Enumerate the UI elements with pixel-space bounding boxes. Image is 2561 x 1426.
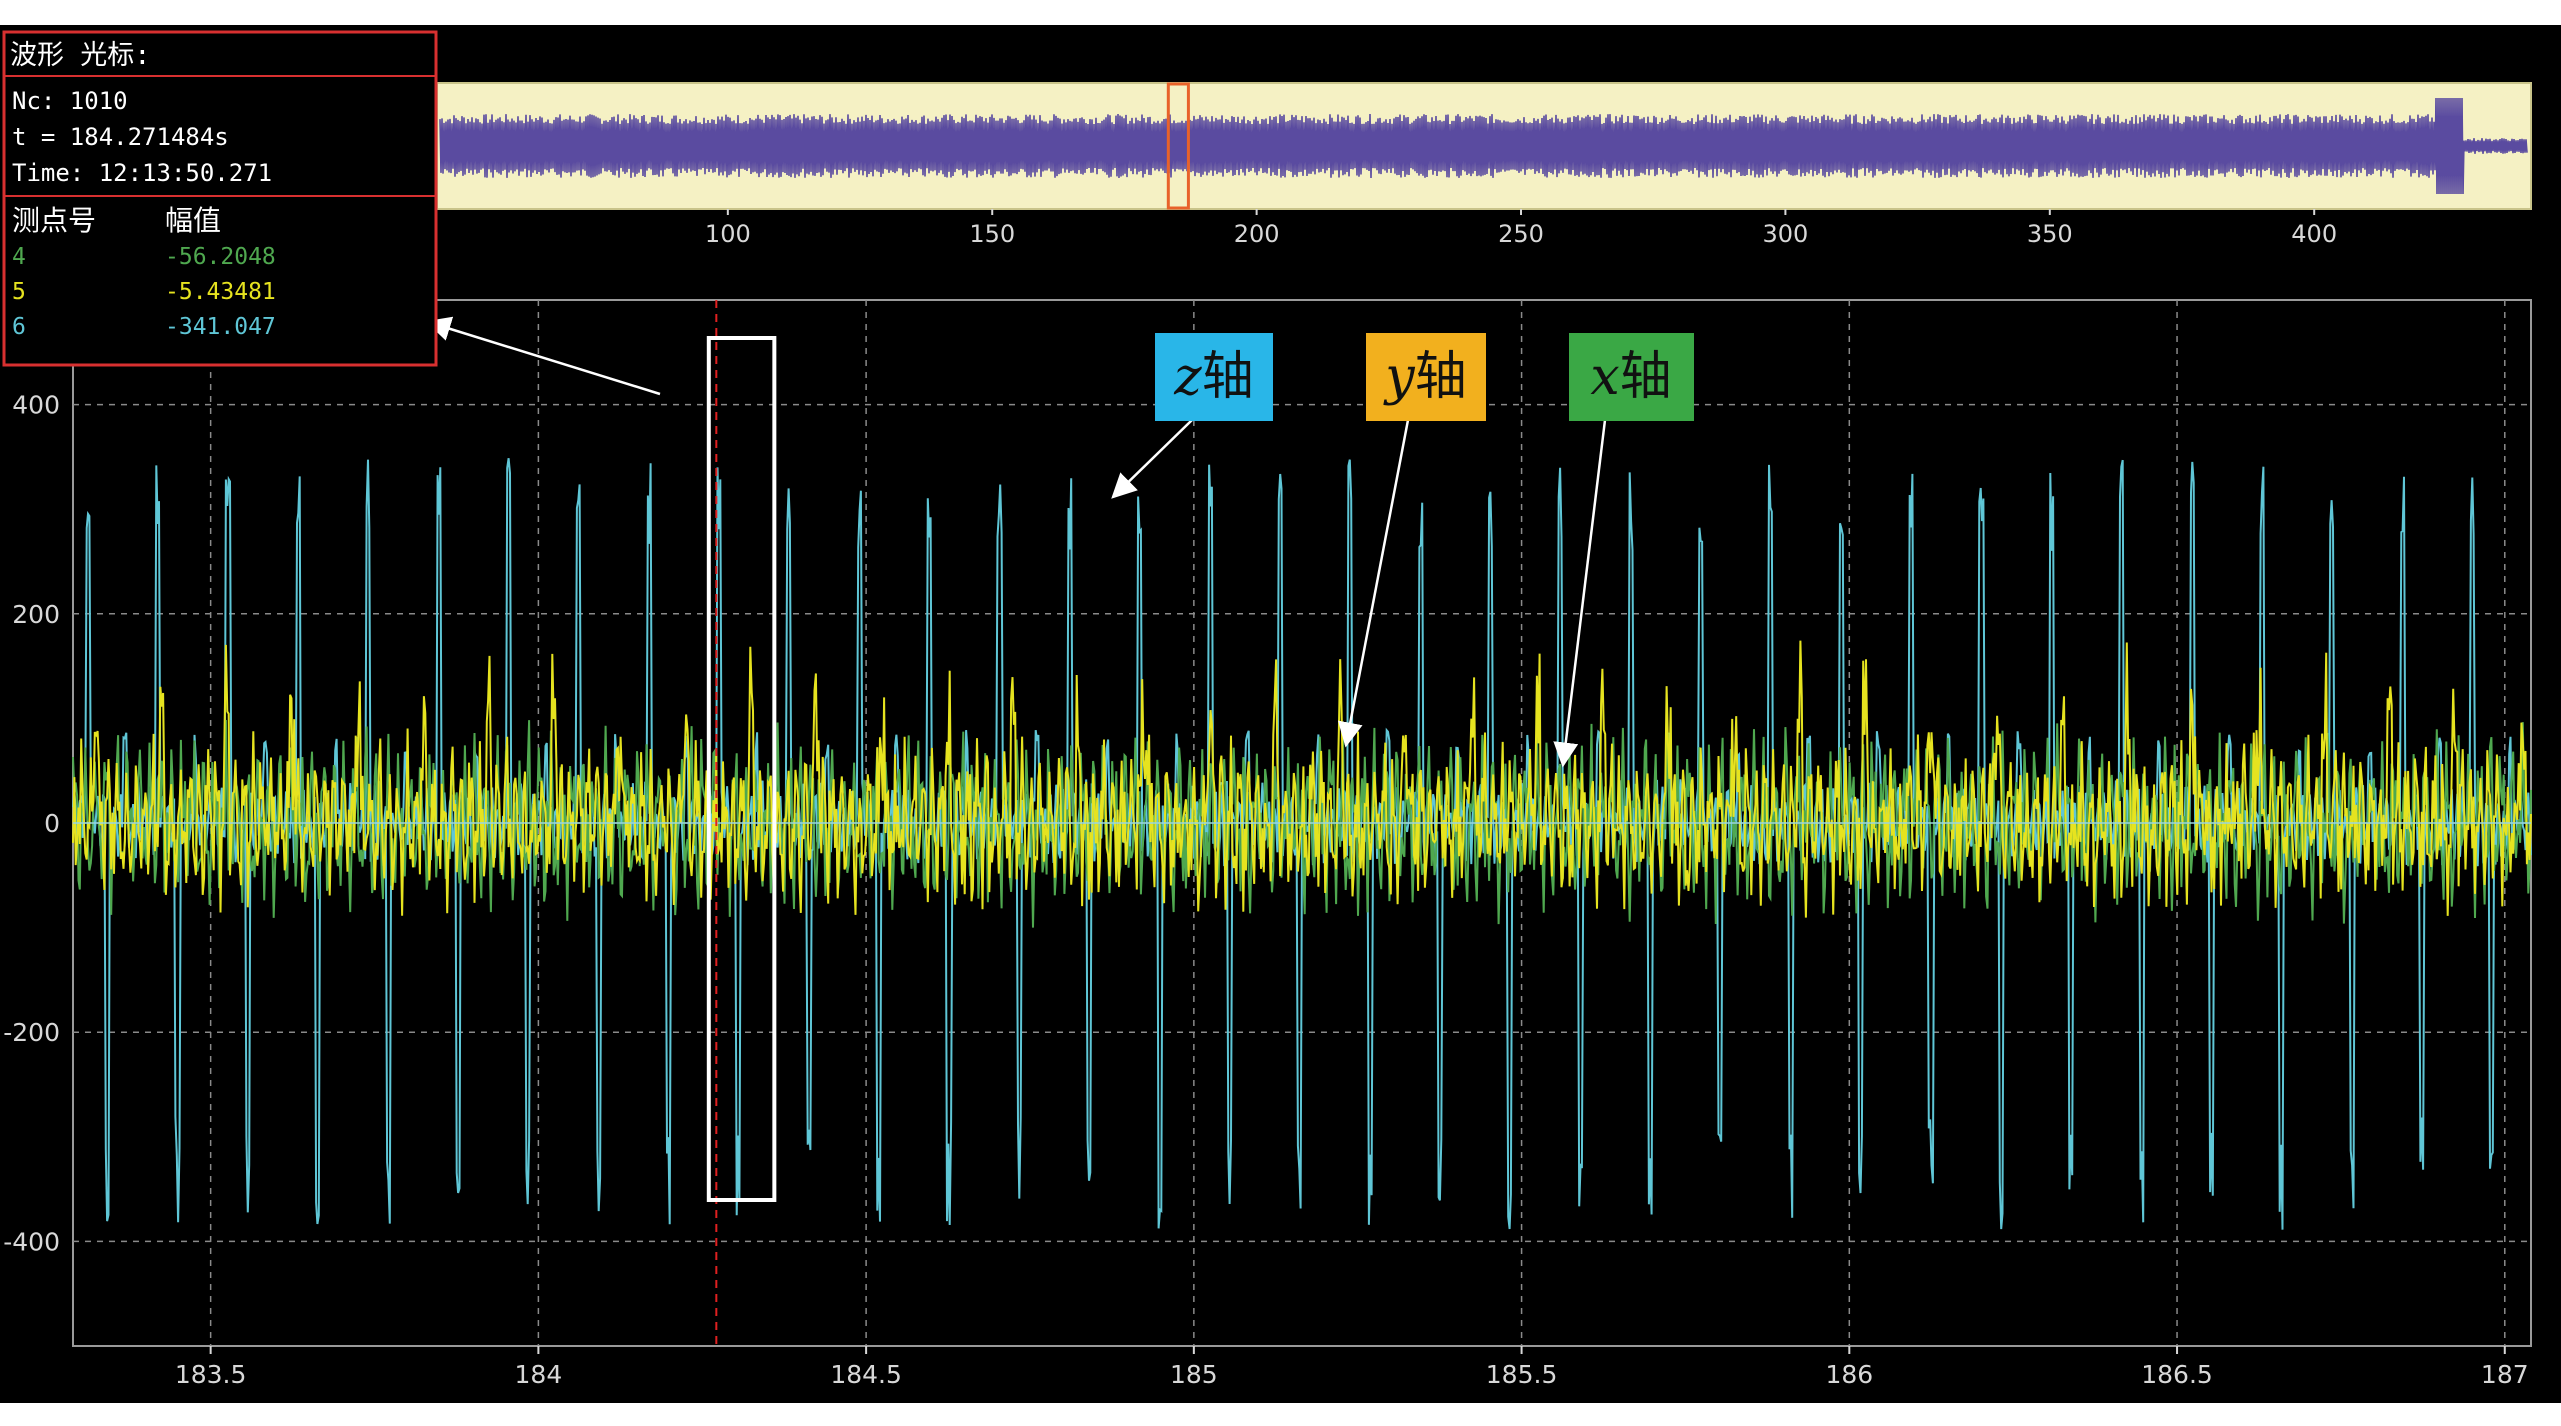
y-axis-badge: y轴 (1366, 333, 1486, 421)
cursor-nc: Nc: 1010 (12, 87, 128, 115)
detail-waveforms (72, 458, 2532, 1230)
cursor-time: Time: 12:13:50.271 (12, 159, 272, 187)
row-6-id: 6 (12, 314, 26, 340)
row-4-value: -56.2048 (165, 244, 276, 270)
overview-tick-label: 200 (1234, 220, 1280, 248)
x-tick-label: 186 (1825, 1360, 1873, 1389)
overview-selection-window[interactable] (1166, 82, 1190, 210)
cursor-readout-panel[interactable]: 波形 光标: Nc: 1010 t = 184.271484s Time: 12… (2, 30, 438, 367)
x-axis-arrow (1553, 419, 1607, 768)
overview-tick-label: 400 (2291, 220, 2337, 248)
highlight-box (706, 336, 777, 1202)
y-tick-label: -200 (3, 1018, 60, 1047)
x-tick-label: 184.5 (830, 1360, 902, 1389)
overview-waveform (439, 97, 2528, 195)
z-axis-badge-prefix: z (1173, 347, 1202, 407)
x-axis-badge: x轴 (1569, 333, 1694, 421)
row-4-id: 4 (12, 244, 26, 270)
cursor-panel-title: 波形 光标: (10, 40, 151, 71)
x-tick-label: 187 (2481, 1360, 2529, 1389)
row-6-value: -341.047 (165, 314, 276, 340)
overview-x-ticks: 100 150 200 250 300 350 400 (705, 209, 2337, 248)
overview-tick-label: 250 (1498, 220, 1544, 248)
z-axis-badge: z轴 (1155, 333, 1273, 421)
x-axis-badge-prefix: x (1590, 347, 1619, 407)
y-axis-badge-suffix: 轴 (1415, 347, 1467, 407)
overview-tick-label: 350 (2027, 220, 2073, 248)
cursor-t: t = 184.271484s (12, 123, 229, 151)
svg-text:x轴: x轴 (1590, 347, 1671, 407)
overview-tick-label: 300 (1763, 220, 1809, 248)
row-5-value: -5.43481 (165, 279, 276, 305)
col-amp-header: 幅值 (165, 204, 221, 237)
x-tick-label: 185.5 (1486, 1360, 1558, 1389)
y-tick-label: -400 (3, 1227, 60, 1256)
y-axis-badge-prefix: y (1383, 347, 1415, 407)
z-axis-badge-suffix: 轴 (1202, 347, 1254, 407)
z-axis-arrow (1111, 419, 1193, 499)
overview-tick-label: 100 (705, 220, 751, 248)
x-tick-label: 183.5 (175, 1360, 247, 1389)
y-tick-label: 400 (12, 391, 60, 420)
svg-text:z轴: z轴 (1173, 347, 1253, 407)
col-point-header: 测点号 (12, 204, 96, 237)
y-tick-label: 200 (12, 600, 60, 629)
row-5-id: 5 (12, 279, 26, 305)
x-tick-label: 185 (1170, 1360, 1218, 1389)
svg-text:y轴: y轴 (1383, 347, 1466, 407)
y-axis-arrow (1337, 419, 1410, 748)
panel-pointer-arrow (425, 316, 661, 396)
detail-x-ticks: 183.5 184 184.5 185 185.5 186 186.5 187 (175, 1346, 2529, 1389)
y-axis-series (72, 640, 2532, 918)
x-tick-label: 186.5 (2141, 1360, 2213, 1389)
overview-tick-label: 150 (969, 220, 1015, 248)
y-tick-label: 0 (44, 809, 60, 838)
detail-y-ticks: 400 200 0 -200 -400 (3, 391, 60, 1257)
x-tick-label: 184 (515, 1360, 563, 1389)
x-axis-badge-suffix: 轴 (1620, 347, 1672, 407)
overview-wave-path (439, 97, 2528, 195)
